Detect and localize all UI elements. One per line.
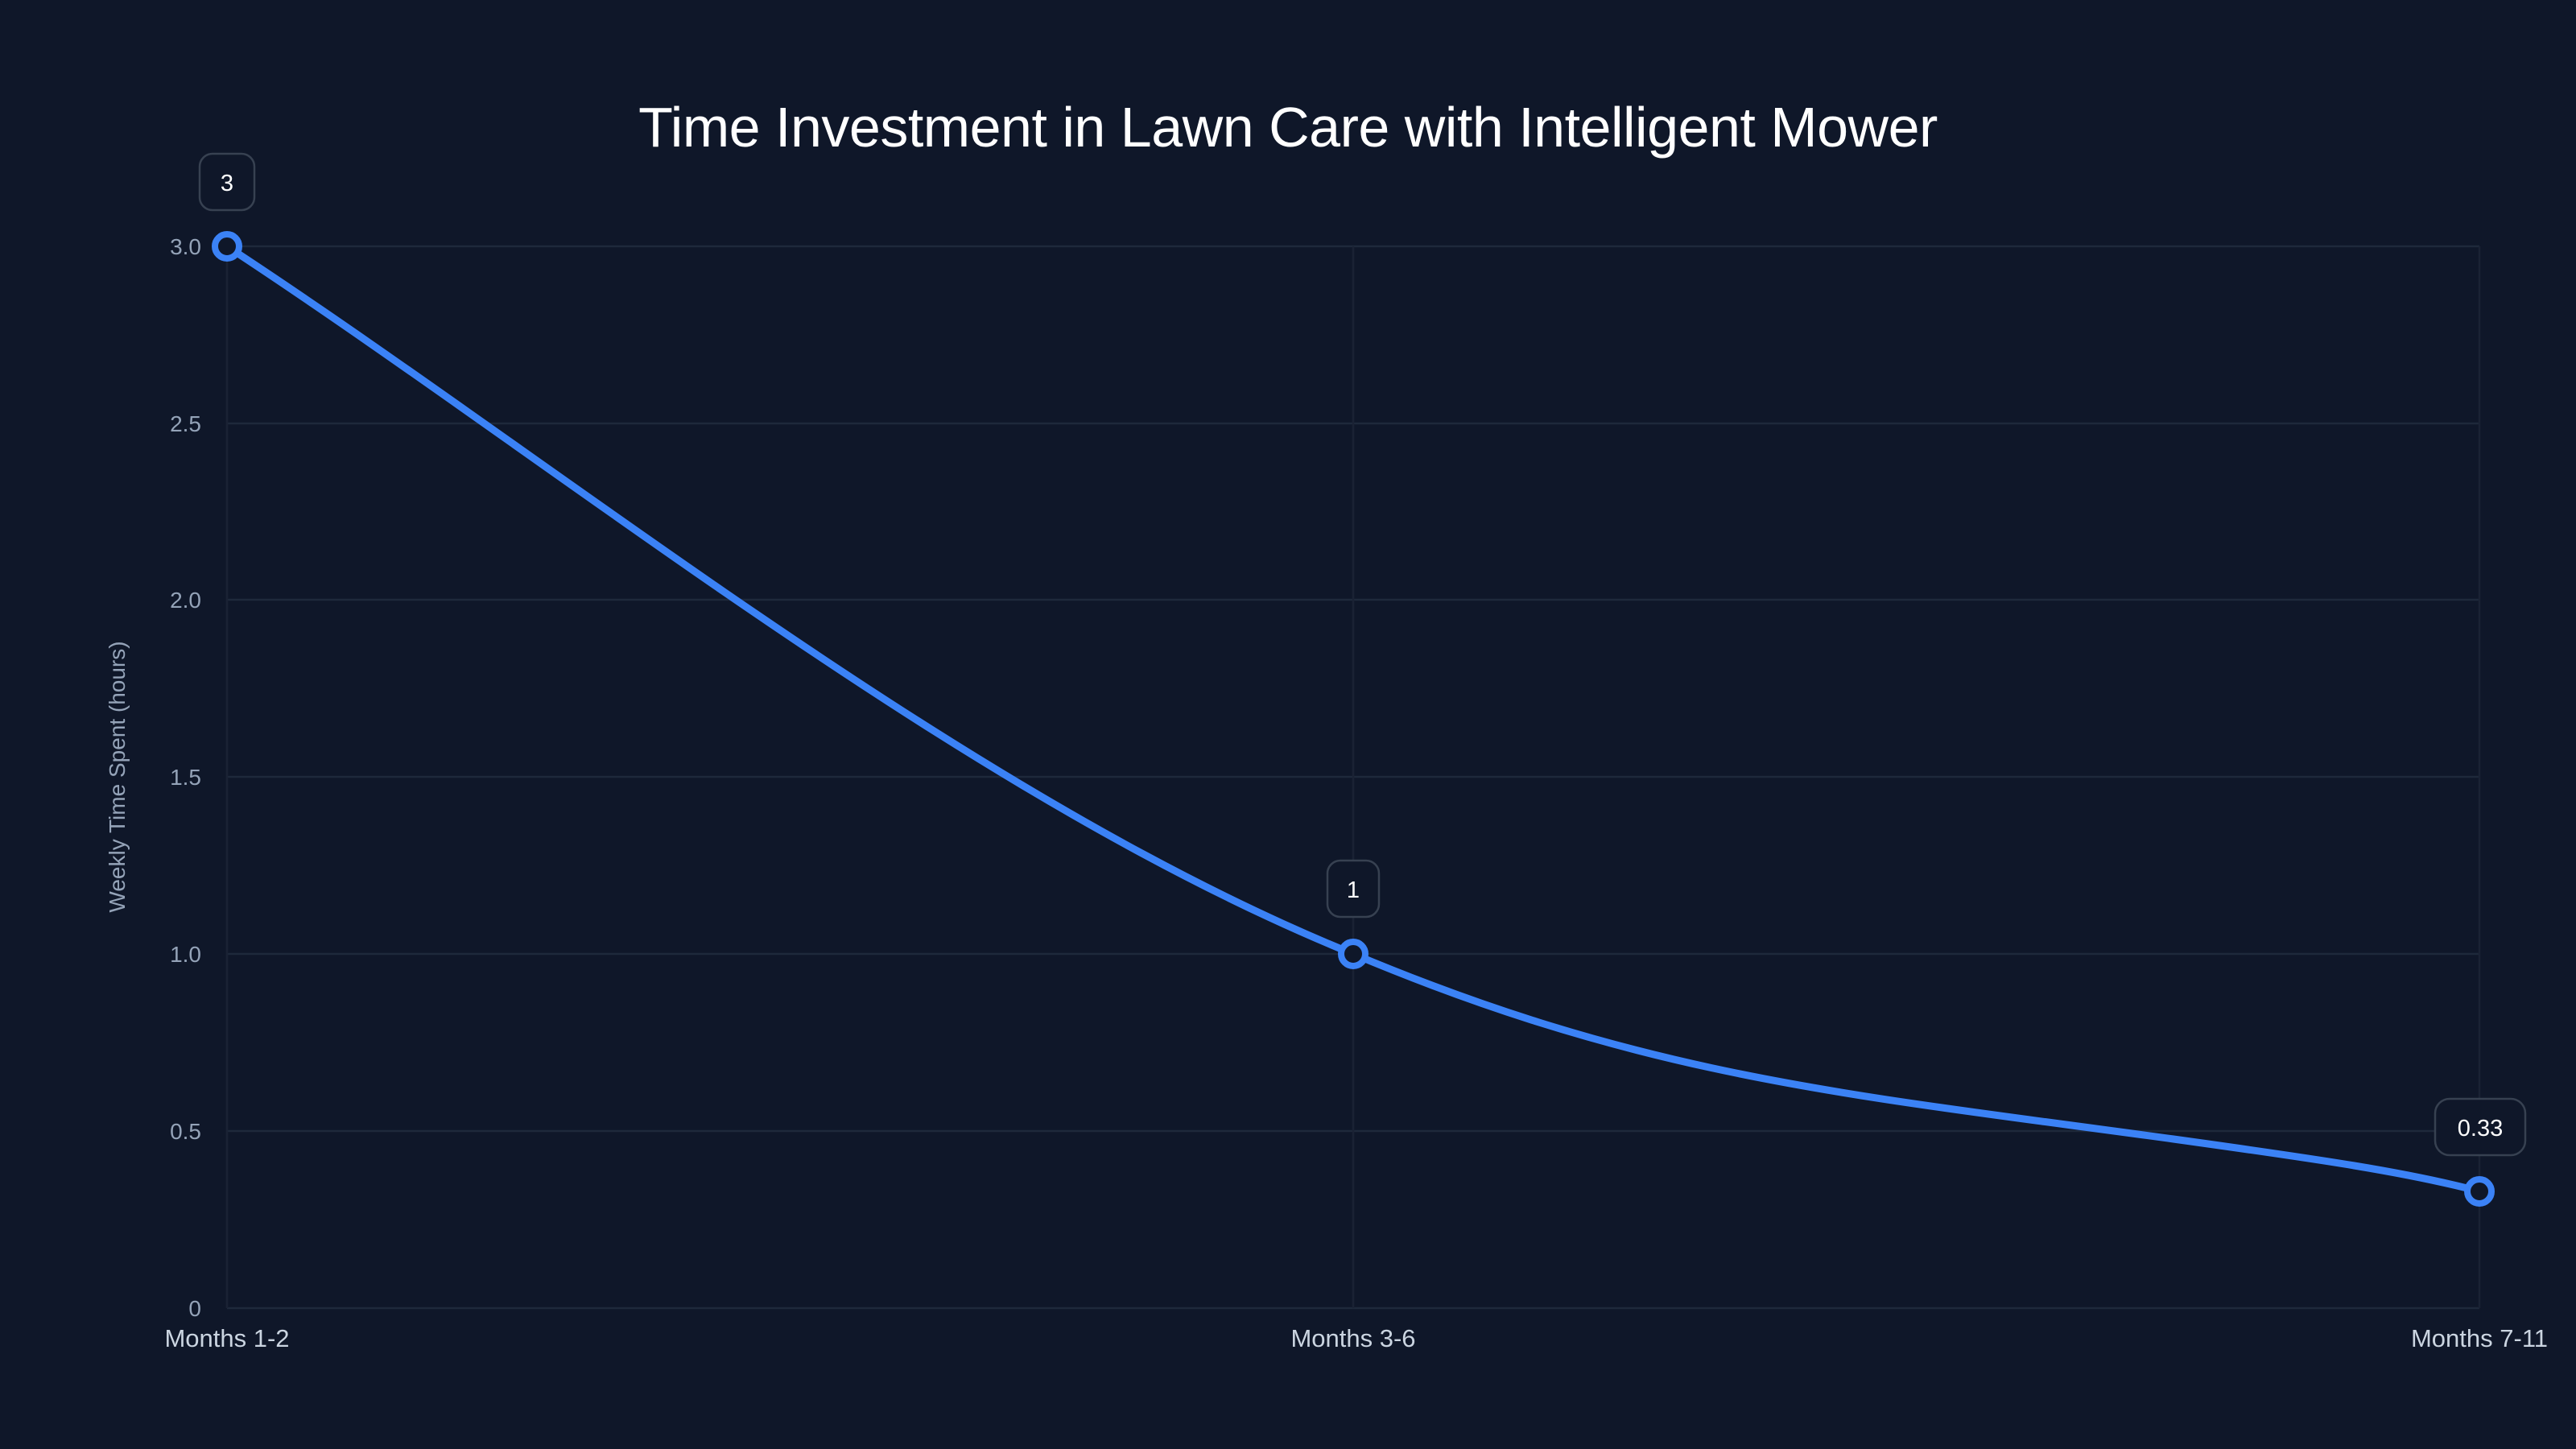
data-label-value: 3 [221,171,233,196]
data-label-box [2434,1097,2527,1157]
data-label-value: 1 [1347,877,1360,903]
y-tick-label: 2.0 [170,588,201,613]
y-tick-label: 0 [188,1296,201,1321]
y-tick-label: 3.0 [170,234,201,259]
data-point-marker[interactable] [212,231,242,262]
data-markers [212,231,2495,1207]
y-axis-ticks: 0 0.5 1.0 1.5 2.0 2.5 3.0 [170,234,201,1321]
x-tick-label: Months 7-11 [2411,1324,2548,1352]
y-tick-label: 2.5 [170,411,201,436]
x-axis-ticks: Months 1-2 Months 3-6 Months 7-11 [164,1324,2548,1352]
data-label-value: 0.33 [2458,1116,2503,1141]
y-tick-label: 0.5 [170,1119,201,1144]
x-tick-label: Months 3-6 [1290,1324,1415,1352]
data-label: 0.33 [2434,1097,2527,1157]
series-line [223,242,2483,1195]
y-axis-title: Weekly Time Spent (hours) [105,641,130,912]
data-label-box [198,152,256,212]
data-label-box [1326,859,1381,919]
data-point-marker[interactable] [2464,1176,2495,1207]
data-point-marker[interactable] [1338,939,1368,969]
y-tick-label: 1.0 [170,942,201,967]
data-label: 1 [1326,859,1381,919]
x-tick-label: Months 1-2 [164,1324,289,1352]
y-tick-label: 1.5 [170,765,201,790]
data-label: 3 [198,152,256,212]
chart-title: Time Investment in Lawn Care with Intell… [638,96,1938,159]
